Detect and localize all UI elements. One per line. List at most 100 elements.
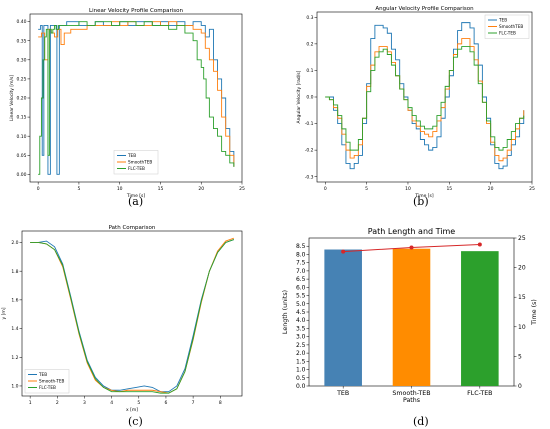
y-tick-label-d: 5.5 <box>296 293 306 300</box>
y-tick-label-a: 0.35 <box>16 38 26 44</box>
y-tick-label-d: 7.0 <box>296 268 306 275</box>
y-tick-label-c: 1.2 <box>11 355 18 361</box>
y2-tick-label-d: 5 <box>518 353 522 360</box>
y-tick-label-a: 0.20 <box>16 96 26 102</box>
legend-label-teb-a: TEB <box>127 153 136 158</box>
y-tick-label-c: 1.0 <box>11 384 18 390</box>
series-line-flc-c <box>30 239 234 394</box>
x-tick-label-a: 15 <box>158 186 164 192</box>
series-line-teb-b <box>325 22 525 170</box>
y-tick-label-b: 0.2 <box>306 41 313 47</box>
x-tick-label-c: 5 <box>137 400 140 406</box>
y-tick-label-d: 4.5 <box>296 309 306 316</box>
y-tick-label-d: 6.5 <box>296 276 306 283</box>
y-tick-label-d: 5.0 <box>296 301 306 308</box>
legend-label-flc-a: FLC-TEB <box>128 166 145 171</box>
y-tick-label-b: 0.3 <box>306 15 313 21</box>
y-tick-label-d: 2.0 <box>296 350 306 357</box>
y2-tick-label-d: 15 <box>518 294 526 301</box>
x-tick-label-d: FLC-TEB <box>467 390 492 397</box>
legend-label-smooth-b: SmoothTEB <box>499 24 523 29</box>
x-tick-label-c: 8 <box>219 400 222 406</box>
chart-title-b: Angular Velocity Profile Comparison <box>375 6 474 12</box>
x-axis-label-a: Time [s] <box>126 193 146 199</box>
series-line-flc-a <box>38 21 235 175</box>
legend-label-smooth-a: SmoothTEB <box>128 160 152 165</box>
chart-title-c: Path Comparison <box>109 225 156 231</box>
x-tick-label-b: 25 <box>529 186 535 192</box>
plot-area-b <box>316 11 533 183</box>
chart-title-a: Linear Velocity Profile Comparison <box>89 8 183 14</box>
x-tick-label-a: 25 <box>239 186 245 192</box>
y-axis-label-c: y [m] <box>1 307 7 319</box>
bar-smooth-teb <box>392 248 431 386</box>
x-tick-label-b: 5 <box>365 186 368 192</box>
series-line-teb-a <box>38 21 235 175</box>
x-tick-label-b: 10 <box>405 186 411 192</box>
x-axis-label-c: x [m] <box>126 407 138 413</box>
y-tick-label-a: 0.10 <box>16 134 26 140</box>
x-tick-label-c: 6 <box>165 400 168 406</box>
time-point-smooth-teb <box>409 245 414 250</box>
bar-teb <box>324 249 362 386</box>
y-tick-label-d: 3.0 <box>296 334 306 341</box>
y-tick-label-c: 2.0 <box>11 240 18 246</box>
y-tick-label-c: 1.6 <box>11 297 18 303</box>
x-tick-label-b: 15 <box>446 186 452 192</box>
y-tick-label-d: 0.5 <box>296 375 306 382</box>
y2-axis-label-d: Time (s) <box>531 299 538 326</box>
x-tick-label-b: 0 <box>324 186 327 192</box>
y-tick-label-d: 7.5 <box>296 260 306 267</box>
y-tick-label-b: 0.0 <box>306 95 313 101</box>
x-axis-label-b: Time [s] <box>414 193 434 199</box>
legend-label-teb-c: TEB <box>38 372 47 377</box>
x-axis-label-d: Paths <box>403 397 420 404</box>
y-tick-label-d: 8.5 <box>296 243 306 250</box>
y-tick-label-b: -0.2 <box>305 148 314 154</box>
y2-tick-label-d: 10 <box>518 324 526 331</box>
y-axis-label-d: Length (units) <box>282 290 289 334</box>
time-point-flc-teb <box>477 242 482 247</box>
x-tick-label-c: 4 <box>110 400 113 406</box>
y-tick-label-d: 1.5 <box>296 358 306 365</box>
y2-tick-label-d: 25 <box>518 235 526 242</box>
x-tick-label-a: 5 <box>77 186 80 192</box>
time-point-teb <box>341 249 346 254</box>
series-line-flc-b <box>325 46 525 151</box>
y-tick-label-a: 0.15 <box>16 115 26 121</box>
x-tick-label-a: 20 <box>198 186 204 192</box>
x-tick-label-a: 10 <box>117 186 123 192</box>
x-tick-label-c: 3 <box>83 400 86 406</box>
y-tick-label-a: 0.25 <box>16 77 26 83</box>
y-tick-label-d: 3.5 <box>296 325 306 332</box>
bar-flc-teb <box>461 251 499 386</box>
y-tick-label-a: 0.05 <box>16 153 26 159</box>
x-tick-label-c: 2 <box>56 400 59 406</box>
caption-a: (a) <box>128 195 144 208</box>
y-tick-label-b: -0.3 <box>305 174 314 180</box>
legend-label-teb-b: TEB <box>498 18 507 23</box>
y-tick-label-b: 0.1 <box>306 68 313 74</box>
y-axis-label-a: Linear Velocity [m/s] <box>9 75 15 121</box>
y2-tick-label-d: 20 <box>518 265 526 272</box>
y-tick-label-d: 8.0 <box>296 251 306 258</box>
y2-tick-label-d: 0 <box>518 383 522 390</box>
y-tick-label-a: 0.40 <box>16 19 26 25</box>
x-tick-label-b: 20 <box>488 186 494 192</box>
caption-b: (b) <box>413 195 429 208</box>
x-tick-label-c: 7 <box>192 400 195 406</box>
legend-label-flc-c: FLC-TEB <box>39 385 56 390</box>
y-tick-label-c: 1.4 <box>11 326 18 332</box>
y-axis-label-b: Angular Velocity [rad/s] <box>296 70 302 123</box>
y-tick-label-a: 0.30 <box>16 57 26 63</box>
y-tick-label-d: 2.5 <box>296 342 306 349</box>
y-tick-label-b: -0.1 <box>305 121 314 127</box>
y-tick-label-d: 0.0 <box>296 383 306 390</box>
legend-label-flc-b: FLC-TEB <box>499 31 516 36</box>
y-tick-label-d: 4.0 <box>296 317 306 324</box>
x-tick-label-d: Smooth-TEB <box>392 390 430 397</box>
y-tick-label-a: 0.00 <box>16 172 26 178</box>
legend-label-smooth-c: Smooth-TEB <box>39 379 64 384</box>
caption-d: (d) <box>413 415 429 428</box>
